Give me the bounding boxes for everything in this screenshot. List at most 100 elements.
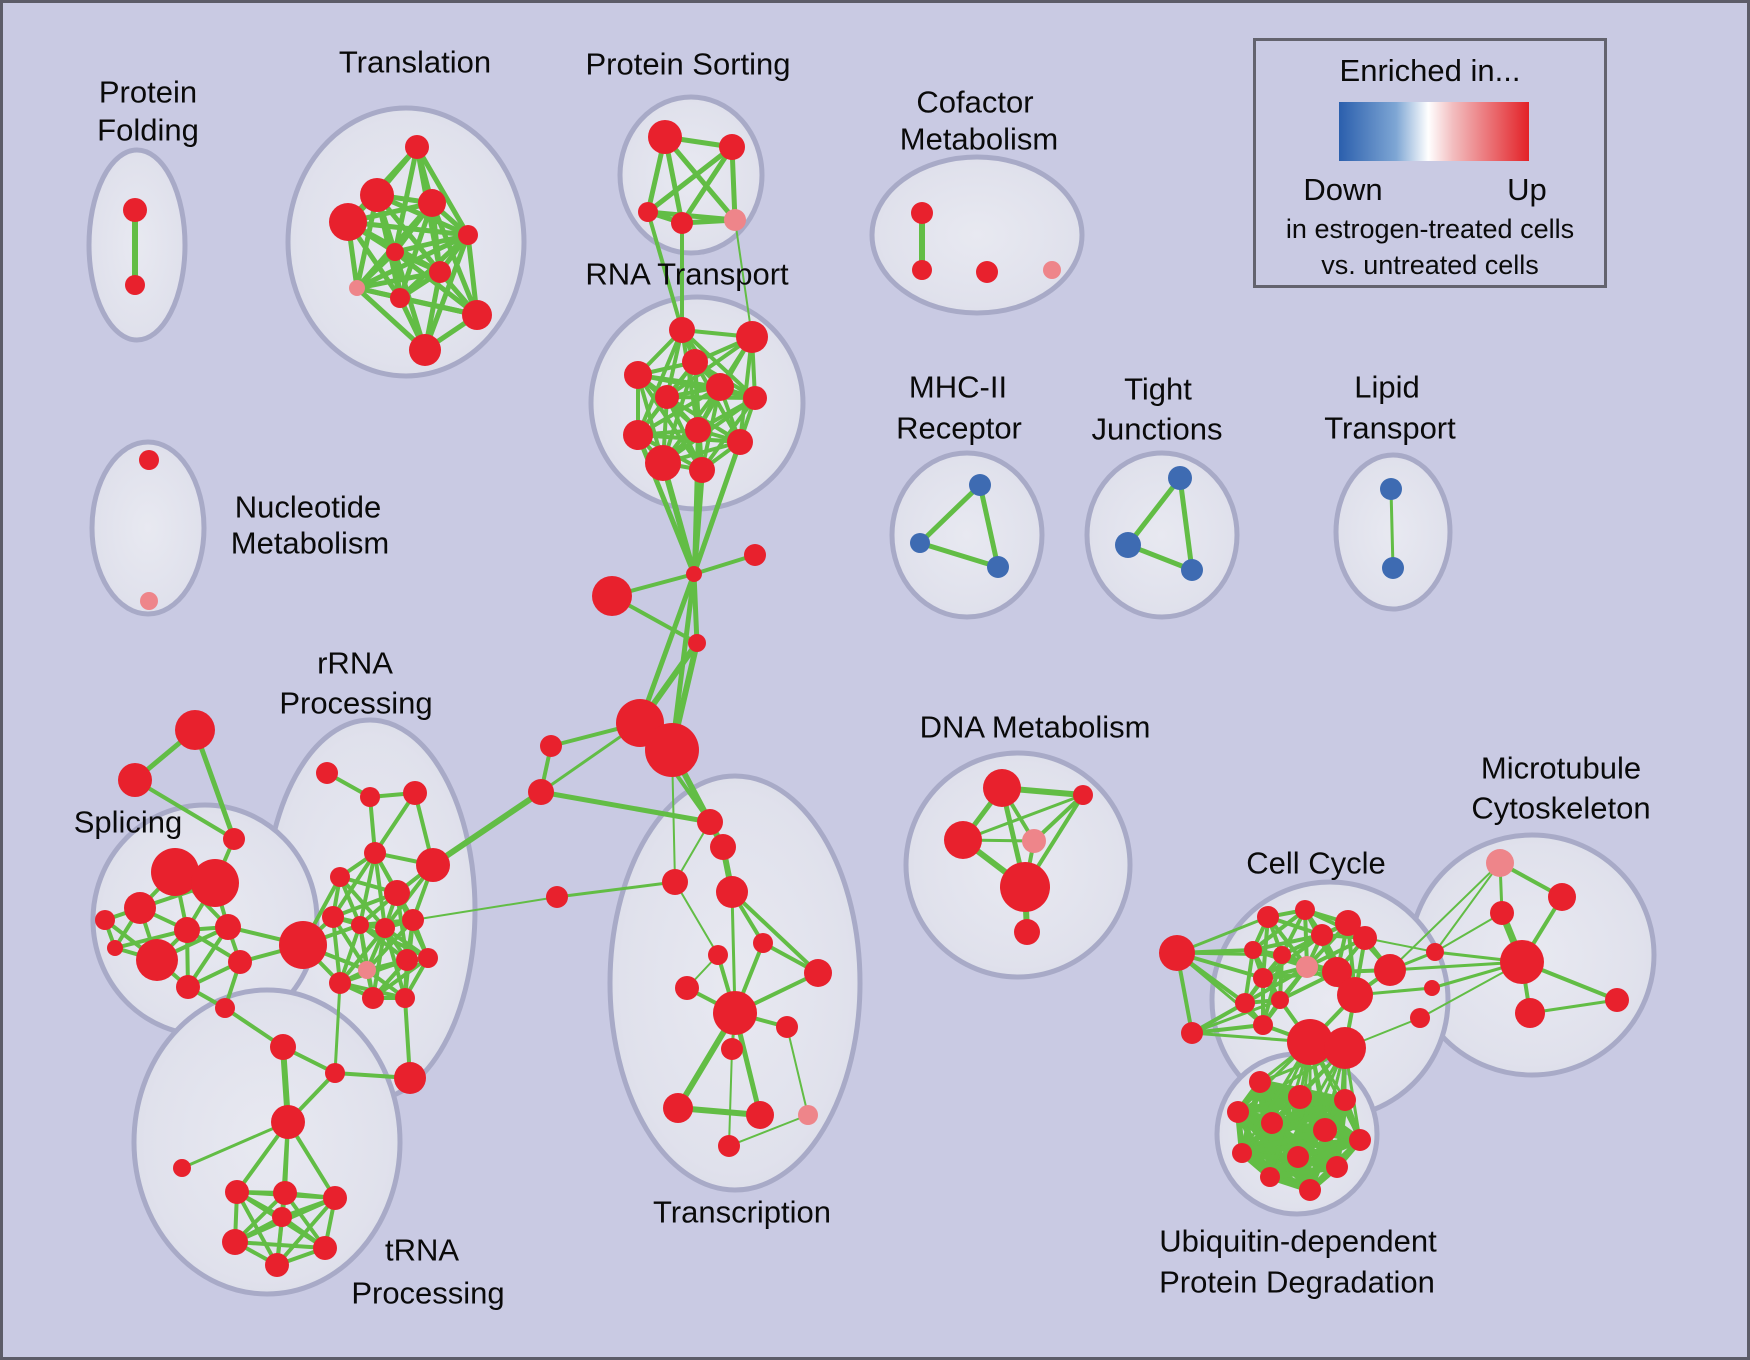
node-sp9	[176, 975, 200, 999]
edge	[645, 144, 735, 215]
node-sp1	[151, 848, 199, 896]
node-t9	[390, 288, 410, 308]
node-tr13	[798, 1105, 818, 1125]
node-rr5	[330, 867, 350, 887]
node-c9	[1253, 968, 1273, 988]
node-rr11	[402, 909, 424, 931]
cluster-label-processing: Processing	[279, 686, 432, 721]
node-t8	[349, 280, 365, 296]
edge	[738, 335, 754, 444]
node-cf1	[911, 202, 933, 224]
node-jr	[744, 544, 766, 566]
cluster-label-tight: Tight	[1124, 372, 1192, 407]
node-tr6	[753, 933, 773, 953]
node-h2	[645, 723, 699, 777]
node-tr10	[721, 1038, 743, 1060]
edge	[538, 789, 713, 825]
node-rr14	[418, 948, 438, 968]
node-d1	[983, 769, 1021, 807]
node-x3	[323, 1186, 347, 1210]
edge	[1243, 965, 1309, 1005]
cluster-ellipse-mhc-ii-receptor	[889, 450, 1045, 620]
node-tr2	[710, 834, 736, 860]
node-u10	[1326, 1156, 1348, 1178]
edge	[700, 396, 757, 472]
node-sp2	[191, 859, 239, 907]
node-m3	[987, 556, 1009, 578]
node-pf1	[123, 198, 147, 222]
edge	[358, 851, 377, 927]
node-mtC	[1490, 901, 1514, 925]
node-x6	[265, 1253, 289, 1277]
cluster-label-transport: Transport	[1324, 411, 1456, 446]
node-mtA	[1486, 849, 1514, 877]
edge	[977, 482, 1001, 570]
node-r5	[706, 373, 734, 401]
edge	[1267, 1164, 1340, 1180]
edge	[665, 335, 754, 399]
cluster-label-rrna: rRNA	[317, 646, 393, 681]
edge	[637, 571, 697, 726]
node-u9	[1287, 1146, 1309, 1168]
node-tr12	[746, 1101, 774, 1129]
legend-gradient-bar	[1339, 102, 1529, 161]
edge	[680, 328, 757, 400]
node-t3	[418, 189, 446, 217]
cluster-label-transcription: Transcription	[653, 1195, 831, 1230]
cluster-label-metabolism: Metabolism	[231, 526, 390, 561]
node-rr18	[325, 1063, 345, 1083]
node-ccL2	[1181, 1022, 1203, 1044]
node-c10	[1235, 993, 1255, 1013]
cluster-label-cell-cycle: Cell Cycle	[1246, 846, 1386, 881]
node-mtF	[1605, 988, 1629, 1012]
node-t10	[462, 300, 492, 330]
node-c15	[1374, 954, 1406, 986]
edge	[1434, 862, 1501, 953]
node-u8	[1232, 1143, 1252, 1163]
node-tj3	[1181, 559, 1203, 581]
cluster-label-lipid: Lipid	[1354, 370, 1420, 405]
node-d6	[1014, 919, 1040, 945]
node-j1	[686, 566, 702, 582]
node-rr13	[396, 949, 418, 971]
edge	[373, 851, 387, 930]
node-tr1	[697, 809, 723, 835]
node-d4	[1022, 829, 1046, 853]
edge	[662, 134, 738, 223]
node-r4	[624, 361, 652, 389]
node-c8	[1296, 956, 1318, 978]
node-u1	[1249, 1071, 1271, 1093]
edge	[691, 439, 743, 577]
edge	[392, 232, 471, 255]
cluster-label-protein-sorting: Protein Sorting	[585, 47, 790, 82]
node-ccL1	[1159, 935, 1195, 971]
node-lp1	[1380, 478, 1402, 500]
node-br2	[1424, 980, 1440, 996]
node-t11	[409, 334, 441, 366]
node-pf2	[125, 275, 145, 295]
node-u7	[1349, 1129, 1371, 1151]
legend-down-label: Down	[1303, 172, 1383, 207]
cluster-label-metabolism: Metabolism	[900, 122, 1059, 157]
node-rr15	[329, 972, 351, 994]
edge	[636, 373, 757, 400]
node-cG1	[1287, 1019, 1333, 1065]
edge	[1251, 908, 1307, 952]
edge	[430, 789, 544, 868]
edge	[646, 210, 684, 332]
edge	[1251, 933, 1324, 952]
node-c3	[1311, 924, 1333, 946]
node-cf3	[976, 261, 998, 283]
node-x4	[222, 1229, 248, 1255]
node-tri1	[175, 710, 215, 750]
cluster-label-microtubule: Microtubule	[1481, 751, 1641, 786]
node-u3	[1334, 1089, 1356, 1111]
node-tr9	[776, 1016, 798, 1038]
edge	[728, 1048, 733, 1147]
node-cf2	[912, 260, 932, 280]
node-tleft	[173, 1159, 191, 1177]
legend-caption-line1: in estrogen-treated cells	[1285, 214, 1575, 244]
node-sp5	[174, 917, 200, 943]
node-u11	[1260, 1167, 1280, 1187]
cluster-label-protein-degradation: Protein Degradation	[1159, 1265, 1435, 1300]
